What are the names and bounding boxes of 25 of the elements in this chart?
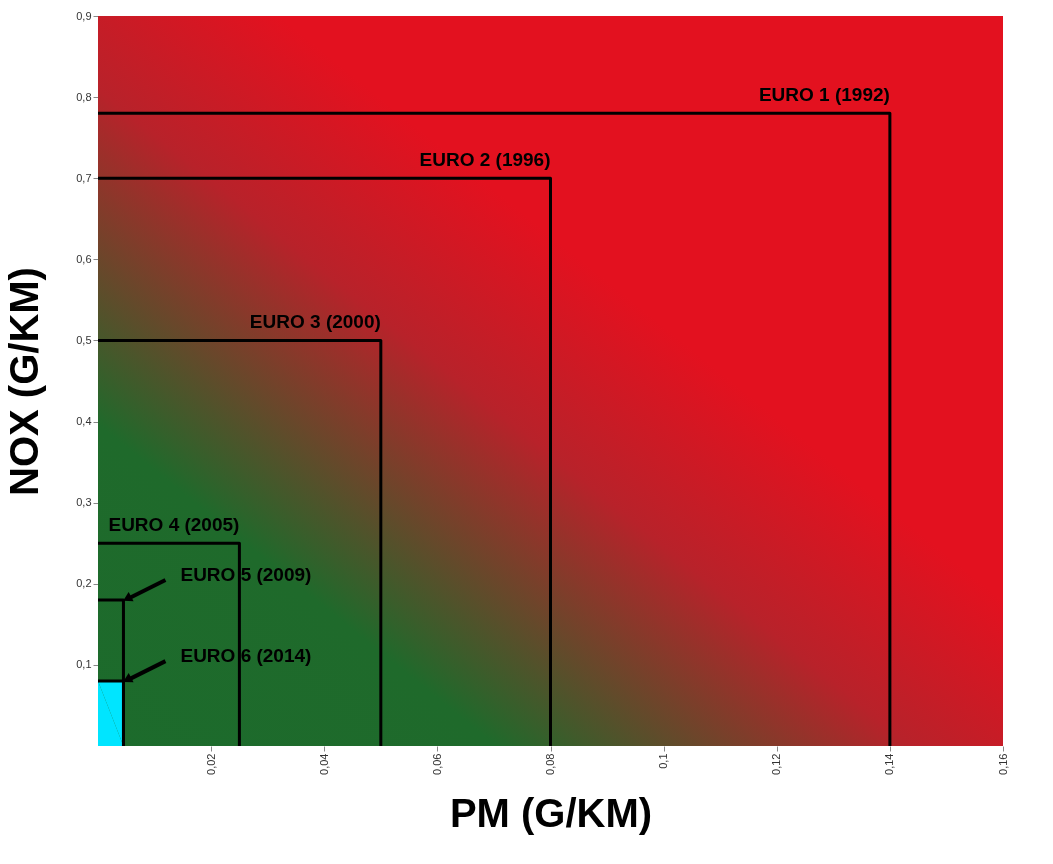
annotation: EURO 3 (2000)	[249, 311, 381, 333]
annotation: EURO 2 (1996)	[419, 149, 551, 171]
y-tick-label: 0,6	[76, 252, 92, 265]
y-tick-label: 0,2	[76, 577, 92, 590]
x-tick-label: 0,08	[544, 753, 556, 775]
y-tick-label: 0,7	[76, 171, 92, 184]
x-tick-label: 0,04	[317, 753, 330, 775]
y-tick-label: 0,5	[76, 333, 92, 346]
y-tick-label: 0,8	[76, 90, 92, 103]
y-axis-title: NOX (G/KM)	[2, 267, 47, 496]
x-axis-title: PM (G/KM)	[449, 790, 653, 835]
x-tick-label: 0,02	[204, 753, 217, 775]
annotation: EURO 6 (2014)	[180, 645, 312, 667]
x-tick-label: 0,1	[657, 753, 670, 769]
x-tick-label: 0,16	[996, 753, 1009, 775]
y-tick-label: 0,4	[76, 415, 92, 428]
x-tick-label: 0,14	[883, 753, 896, 775]
x-tick-label: 0,06	[430, 753, 443, 775]
x-tick-label: 0,12	[770, 753, 783, 775]
annotation: EURO 1 (1992)	[758, 84, 890, 106]
y-tick-label: 0,3	[76, 496, 92, 509]
y-tick-label: 0,9	[76, 9, 92, 22]
annotation: EURO 5 (2009)	[180, 564, 312, 585]
annotation: EURO 4 (2005)	[108, 514, 240, 536]
y-tick-label: 0,1	[76, 658, 92, 671]
